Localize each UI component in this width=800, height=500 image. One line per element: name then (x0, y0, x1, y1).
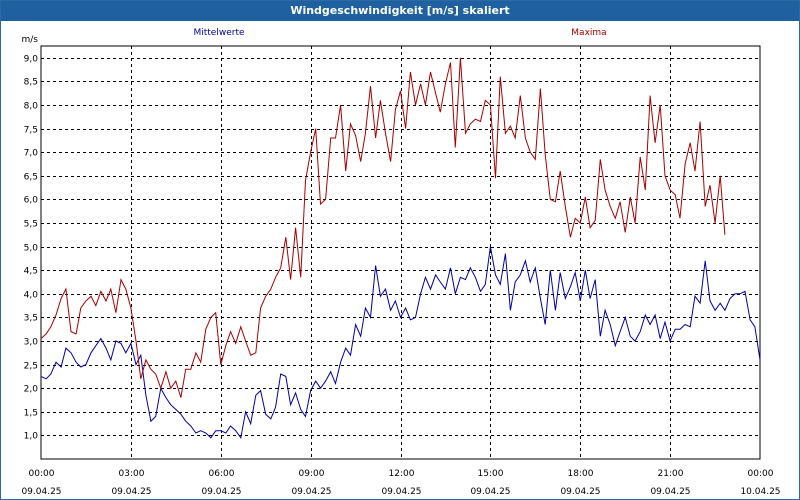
x-tick-time: 21:00 (658, 469, 684, 479)
x-tick-time: 00:00 (748, 469, 774, 479)
y-tick-label: 4,0 (24, 291, 39, 301)
x-tick-time: 15:00 (478, 469, 504, 479)
x-tick-time: 00:00 (29, 469, 55, 479)
axes: 1,0 1,5 2,0 2,5 3,0 3,5 4,0 4,5 5,0 5,5 6,0 6,5 7,0 7… (21, 35, 780, 497)
y-tick-label: 7,5 (24, 126, 38, 136)
y-tick-label: 3,0 (24, 338, 39, 348)
y-tick-label: 1,5 (24, 409, 38, 419)
series-line-maxima (40, 57, 726, 398)
y-tick-label: 2,5 (24, 362, 38, 372)
y-tick-label: 3,5 (24, 314, 38, 324)
x-tick-date: 09.04.25 (291, 487, 331, 497)
x-tick-time: 12:00 (389, 469, 415, 479)
x-tick-date: 09.04.25 (381, 487, 421, 497)
x-tick-time: 03:00 (119, 469, 145, 479)
y-tick-label: 1,0 (24, 432, 39, 442)
y-tick-label: 5,5 (24, 220, 38, 230)
y-tick-label: 8,0 (24, 102, 39, 112)
x-tick-date: 09.04.25 (201, 487, 241, 497)
y-axis-label: m/s (22, 35, 39, 45)
y-tick-label: 9,0 (24, 55, 39, 65)
x-tick-time: 06:00 (209, 469, 235, 479)
y-tick-label: 8,5 (24, 78, 38, 88)
y-tick-label: 2,0 (24, 385, 39, 395)
x-tick-date: 10.04.25 (740, 487, 780, 497)
y-tick-label: 6,5 (24, 173, 38, 183)
grid (40, 45, 761, 460)
x-tick-date: 09.04.25 (650, 487, 690, 497)
x-tick-time: 18:00 (568, 469, 594, 479)
y-tick-label: 6,0 (24, 196, 39, 206)
x-tick-time: 09:00 (299, 469, 325, 479)
y-tick-label: 7,0 (24, 149, 39, 159)
x-tick-date: 09.04.25 (21, 487, 61, 497)
x-tick-date: 09.04.25 (560, 487, 600, 497)
y-tick-label: 4,5 (24, 267, 38, 277)
plot-area (40, 45, 761, 460)
legend-entry: Mittelwerte (193, 28, 244, 38)
y-tick-label: 5,0 (24, 244, 39, 254)
series-group (40, 57, 761, 440)
legend-entry: Maxima (571, 28, 606, 38)
x-tick-date: 09.04.25 (470, 487, 510, 497)
x-tick-date: 09.04.25 (111, 487, 151, 497)
chart-title: Windgeschwindigkeit [m/s] skaliert (1, 1, 799, 21)
legend: Mittelwerte Maxima (193, 28, 606, 38)
